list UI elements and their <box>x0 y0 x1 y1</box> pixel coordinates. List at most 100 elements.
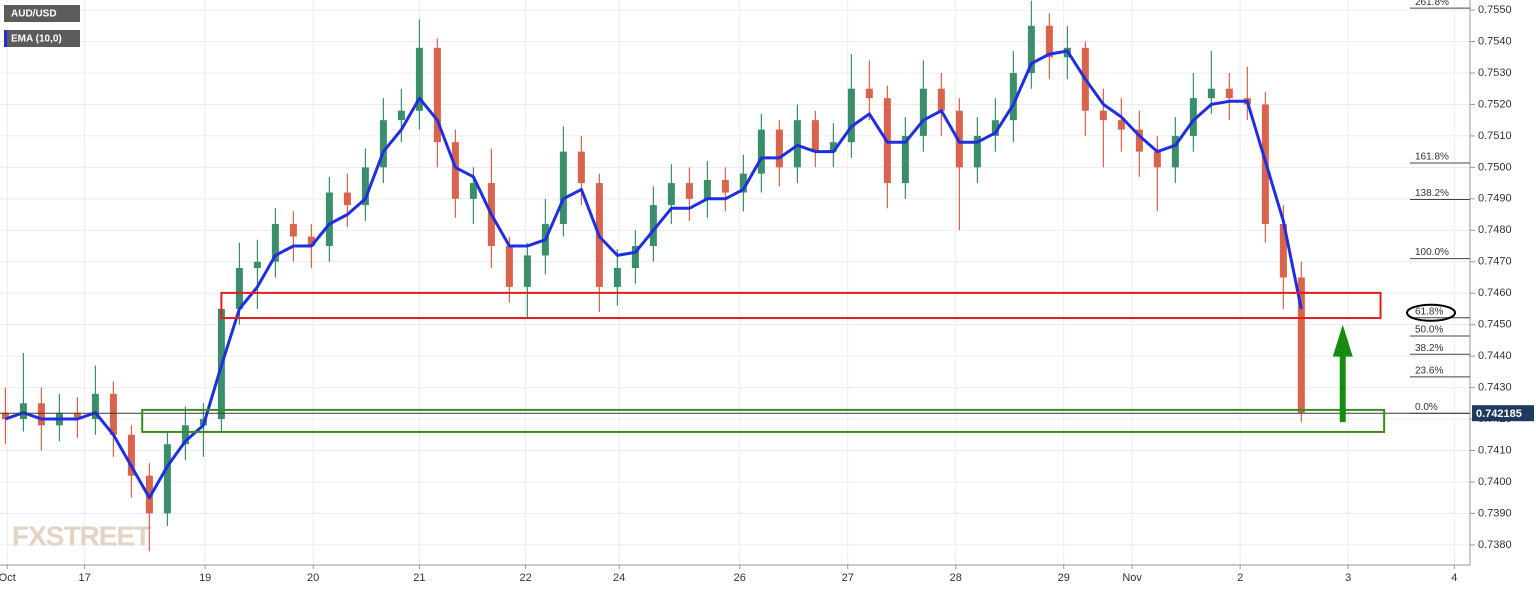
candle-body <box>505 246 513 287</box>
candle-body <box>1153 151 1161 168</box>
candle-body <box>1099 110 1107 121</box>
legend-swatch <box>4 30 7 47</box>
y-tick-label: 0.7540 <box>1478 35 1512 47</box>
candle-body <box>829 142 837 152</box>
candle-body <box>847 88 855 143</box>
y-tick-label: 0.7480 <box>1478 224 1512 236</box>
y-tick-label: 0.7410 <box>1478 444 1512 456</box>
candle-body <box>559 151 567 224</box>
candle-body <box>271 223 279 262</box>
fib-label: 50.0% <box>1415 325 1443 336</box>
arrow-head <box>1332 324 1353 357</box>
candle-body <box>469 183 477 199</box>
candle-body <box>253 261 261 269</box>
candle-body <box>631 246 639 269</box>
candle-body <box>1027 25 1035 73</box>
candle-body <box>1189 98 1197 136</box>
x-tick-label: 27 <box>842 572 854 584</box>
candle-body <box>325 192 333 247</box>
y-tick-label: 0.7400 <box>1478 476 1512 488</box>
candle-body <box>127 434 135 476</box>
y-tick-label: 0.7390 <box>1478 507 1512 519</box>
x-tick-label: 17 <box>78 572 90 584</box>
candle-body <box>1297 277 1305 413</box>
fib-label: 61.8% <box>1415 306 1443 317</box>
fib-label: 261.8% <box>1415 0 1449 8</box>
candle-body <box>955 110 963 168</box>
zone <box>141 408 1386 433</box>
legend: AUD/USD EMA (10,0) <box>4 5 80 47</box>
candle-body <box>109 393 117 435</box>
y-tick-label: 0.7520 <box>1478 98 1512 110</box>
candle-body <box>1045 25 1053 58</box>
y-tick-label: 0.7460 <box>1478 287 1512 299</box>
candle-body <box>181 425 189 445</box>
x-tick-label: 20 <box>307 572 319 584</box>
candle-body <box>91 393 99 420</box>
candle-body <box>613 268 621 287</box>
legend-label: EMA (10,0) <box>11 34 62 45</box>
candle-body <box>991 120 999 136</box>
candle-body <box>415 47 423 111</box>
x-tick-label: 21 <box>413 572 425 584</box>
candle-body <box>793 120 801 168</box>
candle-body <box>451 142 459 199</box>
price-tag-label: 0.742185 <box>1476 408 1522 420</box>
y-tick-label: 0.7450 <box>1478 319 1512 331</box>
fib-label: 100.0% <box>1415 247 1449 258</box>
candle-body <box>739 173 747 193</box>
candle-body <box>1207 88 1215 99</box>
candle-body <box>937 88 945 111</box>
fib-label: 0.0% <box>1415 402 1438 413</box>
watermark: FXSTREET <box>12 520 151 551</box>
zone <box>220 291 1382 320</box>
x-tick-label: 26 <box>734 572 746 584</box>
y-tick-label: 0.7380 <box>1478 539 1512 551</box>
x-tick-label: Oct <box>0 572 16 584</box>
candle-body <box>1009 72 1017 121</box>
fib-label: 161.8% <box>1415 152 1449 163</box>
candle-body <box>73 412 81 420</box>
candle-body <box>721 179 729 193</box>
y-tick-label: 0.7440 <box>1478 350 1512 362</box>
x-tick-label: 2 <box>1237 572 1243 584</box>
y-tick-label: 0.7470 <box>1478 256 1512 268</box>
candle-body <box>649 205 657 247</box>
candle-body <box>667 183 675 206</box>
candle-body <box>523 255 531 287</box>
fib-label: 23.6% <box>1415 366 1443 377</box>
y-tick-label: 0.7550 <box>1478 4 1512 16</box>
plot <box>1 0 1305 552</box>
candle-body <box>1171 135 1179 168</box>
x-tick-label: 28 <box>950 572 962 584</box>
y-tick-label: 0.7490 <box>1478 193 1512 205</box>
candle-body <box>37 403 45 426</box>
y-tick-label: 0.7430 <box>1478 381 1512 393</box>
candle-body <box>433 47 441 143</box>
candle-body <box>145 475 153 514</box>
candle-body <box>397 110 405 121</box>
candle-body <box>1117 120 1125 130</box>
y-tick-label: 0.7530 <box>1478 67 1512 79</box>
candle-body <box>685 183 693 199</box>
candle-body <box>379 120 387 168</box>
candle-body <box>289 223 297 237</box>
candle-body <box>973 135 981 168</box>
candle-body <box>811 120 819 152</box>
ema-line <box>4 49 1303 500</box>
x-tick-label: 4 <box>1451 572 1457 584</box>
price-tag <box>1472 405 1534 422</box>
y-tick-label: 0.7500 <box>1478 161 1512 173</box>
x-tick-label: 19 <box>199 572 211 584</box>
candle-body <box>343 192 351 206</box>
x-tick-label: 24 <box>613 572 625 584</box>
candle-body <box>865 88 873 99</box>
candle-body <box>361 167 369 206</box>
x-tick-label: 29 <box>1058 572 1070 584</box>
x-tick-label: 22 <box>519 572 531 584</box>
candle-body <box>1225 88 1233 99</box>
candle-body <box>1 412 9 420</box>
legend-box <box>4 5 80 22</box>
